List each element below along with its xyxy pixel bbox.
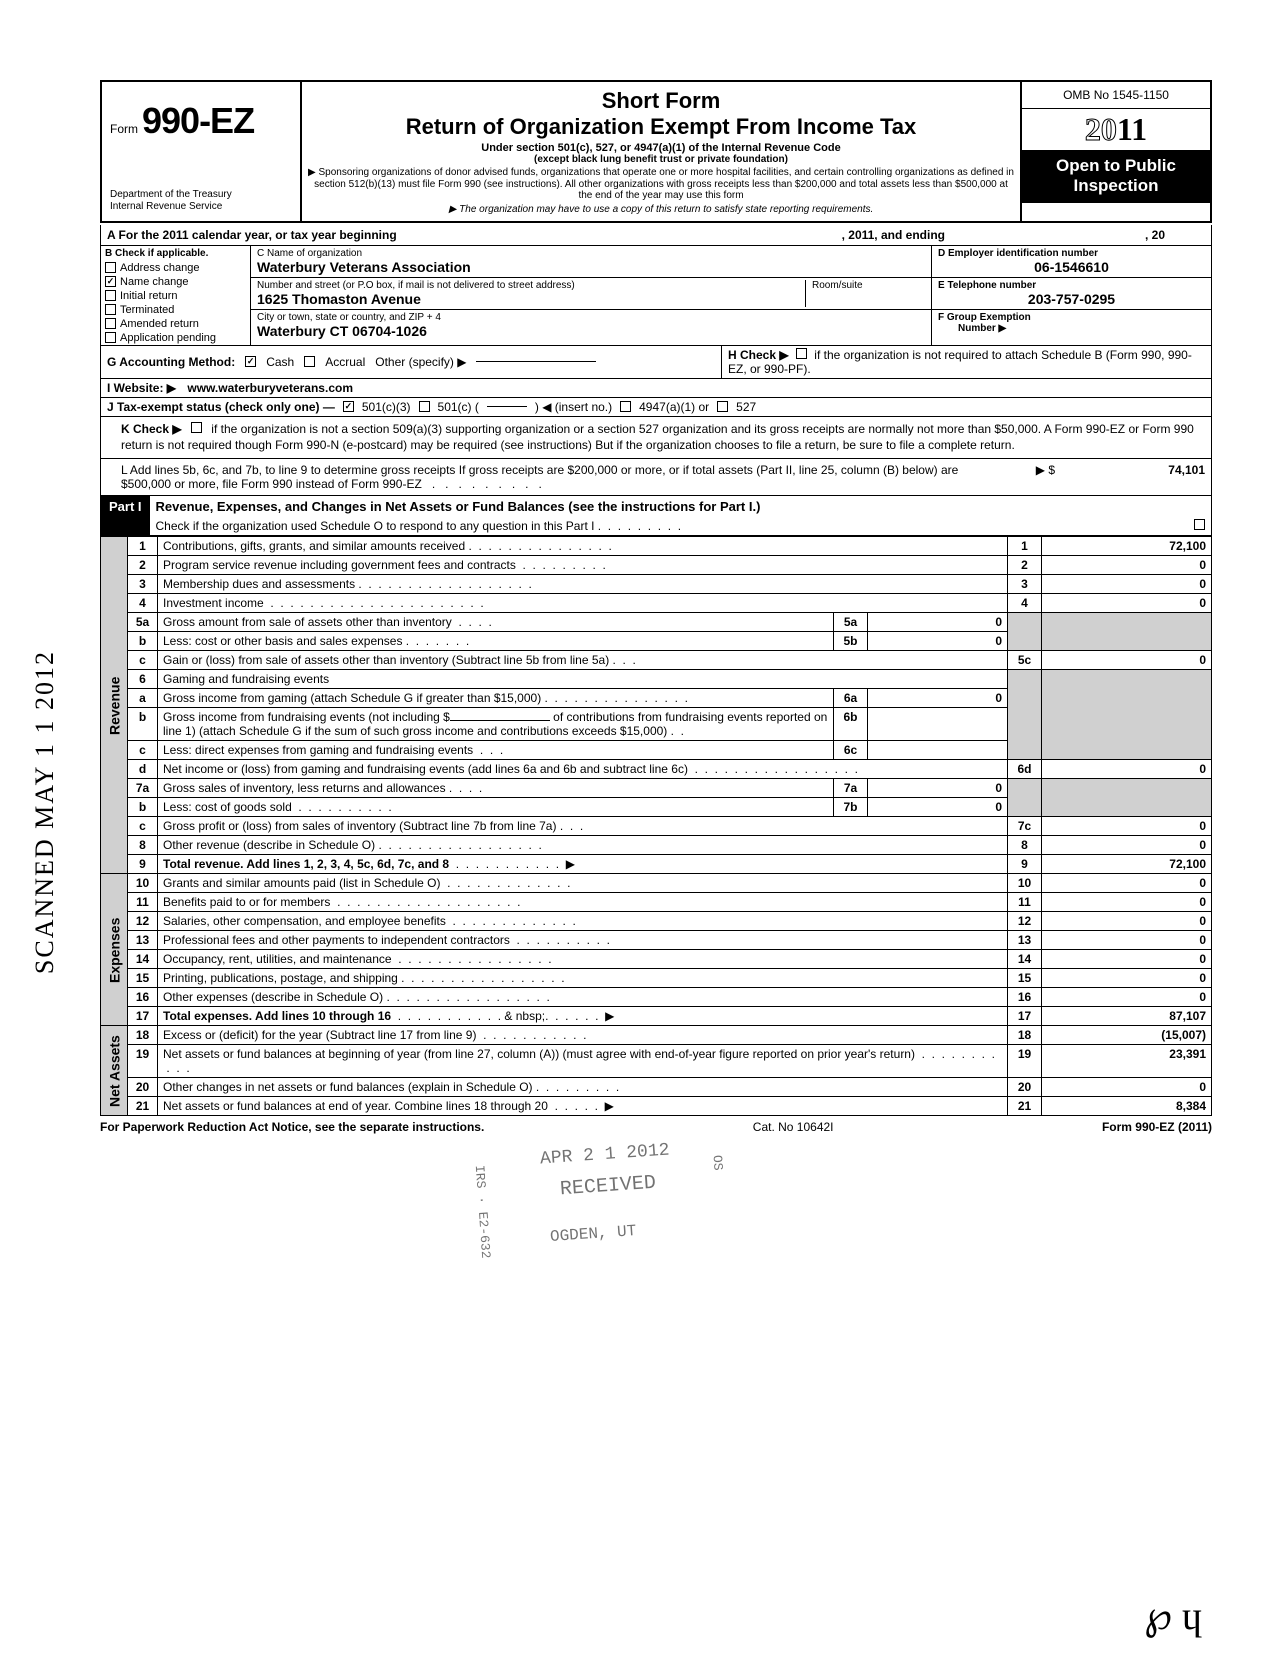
stamp-os: OS [709,1154,725,1171]
part1-title: Revenue, Expenses, and Changes in Net As… [150,496,1211,517]
form-footer: Form 990-EZ (2011) [1102,1120,1212,1134]
k-text: if the organization is not a section 509… [121,422,1194,453]
subtitle-1: Under section 501(c), 527, or 4947(a)(1)… [308,142,1014,154]
check-501c3[interactable]: ✓ [343,401,354,412]
city-label: City or town, state or country, and ZIP … [257,312,925,323]
omb-number: OMB No 1545-1150 [1022,82,1210,109]
phone-value: 203-757-0295 [938,291,1205,307]
part1-check-o: Check if the organization used Schedule … [156,519,595,533]
website-value: www.waterburyveterans.com [187,381,353,395]
open-to-public: Open to Public Inspection [1022,150,1210,203]
dept-treasury: Department of the Treasury [110,189,292,201]
cat-number: Cat. No 10642I [753,1120,834,1134]
check-h[interactable] [796,348,807,359]
street-value: 1625 Thomaston Avenue [257,291,805,307]
f-label: F Group Exemption [938,312,1205,323]
side-netassets: Net Assets [101,1026,128,1116]
j-label: J Tax-exempt status (check only one) — [107,400,335,414]
check-name[interactable]: ✓ [105,276,116,287]
paperwork-notice: For Paperwork Reduction Act Notice, see … [100,1120,484,1134]
check-initial[interactable] [105,290,116,301]
org-info-block: B Check if applicable. Address change ✓N… [100,246,1212,346]
h-label: H Check ▶ [728,348,789,362]
dept-irs: Internal Revenue Service [110,201,292,213]
line-a-mid: , 2011, and ending [842,228,945,242]
check-terminated[interactable] [105,304,116,315]
org-name: Waterbury Veterans Association [257,259,925,275]
check-address[interactable] [105,262,116,273]
line-a-end: , 20 [1145,228,1165,242]
check-4947[interactable] [620,401,631,412]
c-label: C Name of organization [257,248,925,259]
initials: ℘ ɥ [1144,1592,1202,1639]
check-527[interactable] [717,401,728,412]
stamp-date: APR 2 1 2012 [539,1141,670,1170]
part1-label: Part I [101,496,150,535]
street-label: Number and street (or P.O box, if mail i… [257,280,805,291]
scanned-stamp: SCANNED MAY 1 1 2012 [30,650,60,974]
g-label: G Accounting Method: [107,355,235,369]
stamp-received: RECEIVED [559,1172,656,1202]
check-501c[interactable] [419,401,430,412]
d-label: D Employer identification number [938,248,1205,259]
e-label: E Telephone number [938,280,1205,291]
tax-year: 2011 [1022,109,1210,150]
check-accrual[interactable] [304,356,315,367]
short-form-title: Short Form [308,88,1014,114]
subtitle-2: (except black lung benefit trust or priv… [308,154,1014,165]
fine-print-1: ▶ Sponsoring organizations of donor advi… [308,167,1014,202]
l-arrow: ▶ $ [995,463,1055,491]
f-label2: Number ▶ [938,323,1205,334]
b-label: B Check if applicable. [101,246,250,261]
k-label: K Check ▶ [121,422,182,436]
stamp-irs: IRS · E2-632 [472,1165,493,1259]
line-a-begin: A For the 2011 calendar year, or tax yea… [107,228,397,242]
l-value: 74,101 [1055,463,1205,491]
check-cash[interactable]: ✓ [245,356,256,367]
check-k[interactable] [191,422,202,433]
side-expenses: Expenses [101,874,128,1026]
city-value: Waterbury CT 06704-1026 [257,323,925,339]
room-label: Room/suite [812,280,925,291]
check-pending[interactable] [105,332,116,343]
i-label: I Website: ▶ [107,381,176,395]
ein-value: 06-1546610 [938,259,1205,275]
side-revenue: Revenue [101,537,128,874]
check-amended[interactable] [105,318,116,329]
form-word: Form [110,122,138,136]
check-schedule-o[interactable] [1194,519,1205,530]
return-title: Return of Organization Exempt From Incom… [308,114,1014,140]
form-header: Form 990-EZ Department of the Treasury I… [100,80,1212,223]
fine-print-2: ▶ The organization may have to use a cop… [308,204,1014,215]
part1-table: Revenue 1 Contributions, gifts, grants, … [100,536,1212,1116]
form-number: 990-EZ [142,100,254,142]
stamp-ogden: OGDEN, UT [549,1222,636,1246]
